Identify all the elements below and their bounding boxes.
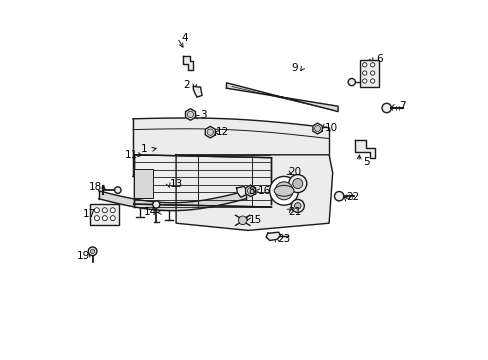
Text: 15: 15 [248, 215, 262, 225]
Circle shape [90, 249, 95, 253]
Circle shape [114, 187, 121, 193]
Polygon shape [183, 56, 193, 70]
Circle shape [370, 71, 374, 75]
Circle shape [314, 126, 320, 131]
Circle shape [110, 216, 115, 221]
Polygon shape [205, 126, 215, 138]
Circle shape [381, 103, 390, 113]
Circle shape [334, 192, 343, 201]
Circle shape [88, 247, 97, 256]
Text: 13: 13 [169, 179, 183, 189]
Text: 18: 18 [88, 182, 102, 192]
Polygon shape [226, 83, 337, 112]
Text: 12: 12 [216, 127, 229, 138]
Bar [359, 60, 379, 87]
Circle shape [275, 182, 292, 200]
Polygon shape [193, 86, 202, 97]
Circle shape [269, 176, 298, 205]
Text: 23: 23 [277, 234, 290, 244]
Polygon shape [355, 140, 374, 158]
Text: 16: 16 [257, 186, 270, 196]
Circle shape [102, 216, 107, 221]
Circle shape [362, 63, 366, 67]
Circle shape [291, 199, 304, 212]
Text: 1: 1 [140, 144, 147, 154]
Text: 5: 5 [363, 157, 369, 167]
Polygon shape [236, 186, 247, 197]
Text: 7: 7 [399, 101, 406, 111]
Ellipse shape [274, 185, 293, 196]
Text: 22: 22 [345, 192, 358, 202]
Text: 11: 11 [124, 150, 138, 160]
Circle shape [370, 79, 374, 83]
Circle shape [247, 188, 253, 194]
Circle shape [292, 179, 302, 189]
Circle shape [362, 71, 366, 75]
Text: 9: 9 [291, 63, 298, 73]
Text: 20: 20 [288, 167, 301, 177]
Circle shape [94, 208, 99, 213]
Bar [133, 169, 153, 198]
Circle shape [294, 203, 301, 209]
Text: 19: 19 [77, 251, 90, 261]
Text: 17: 17 [82, 209, 96, 219]
Circle shape [94, 216, 99, 221]
Circle shape [110, 208, 115, 213]
Circle shape [370, 63, 374, 67]
Text: 8: 8 [248, 186, 254, 196]
Bar [133, 155, 271, 207]
Text: 14: 14 [144, 207, 157, 217]
Text: 21: 21 [288, 207, 301, 217]
Circle shape [102, 208, 107, 213]
Circle shape [187, 111, 193, 118]
Circle shape [207, 129, 213, 135]
Polygon shape [176, 155, 332, 230]
Text: 3: 3 [200, 110, 206, 120]
Circle shape [238, 216, 246, 225]
Polygon shape [245, 185, 255, 197]
Polygon shape [265, 232, 280, 240]
Text: 6: 6 [375, 54, 382, 64]
Text: 2: 2 [183, 80, 190, 90]
Circle shape [288, 175, 306, 193]
Polygon shape [312, 123, 322, 134]
Circle shape [152, 201, 160, 208]
Polygon shape [185, 109, 195, 120]
Circle shape [347, 78, 355, 86]
Text: 4: 4 [182, 33, 188, 43]
Bar [90, 204, 119, 225]
Circle shape [362, 79, 366, 83]
Polygon shape [133, 118, 328, 188]
Text: 10: 10 [324, 123, 337, 133]
